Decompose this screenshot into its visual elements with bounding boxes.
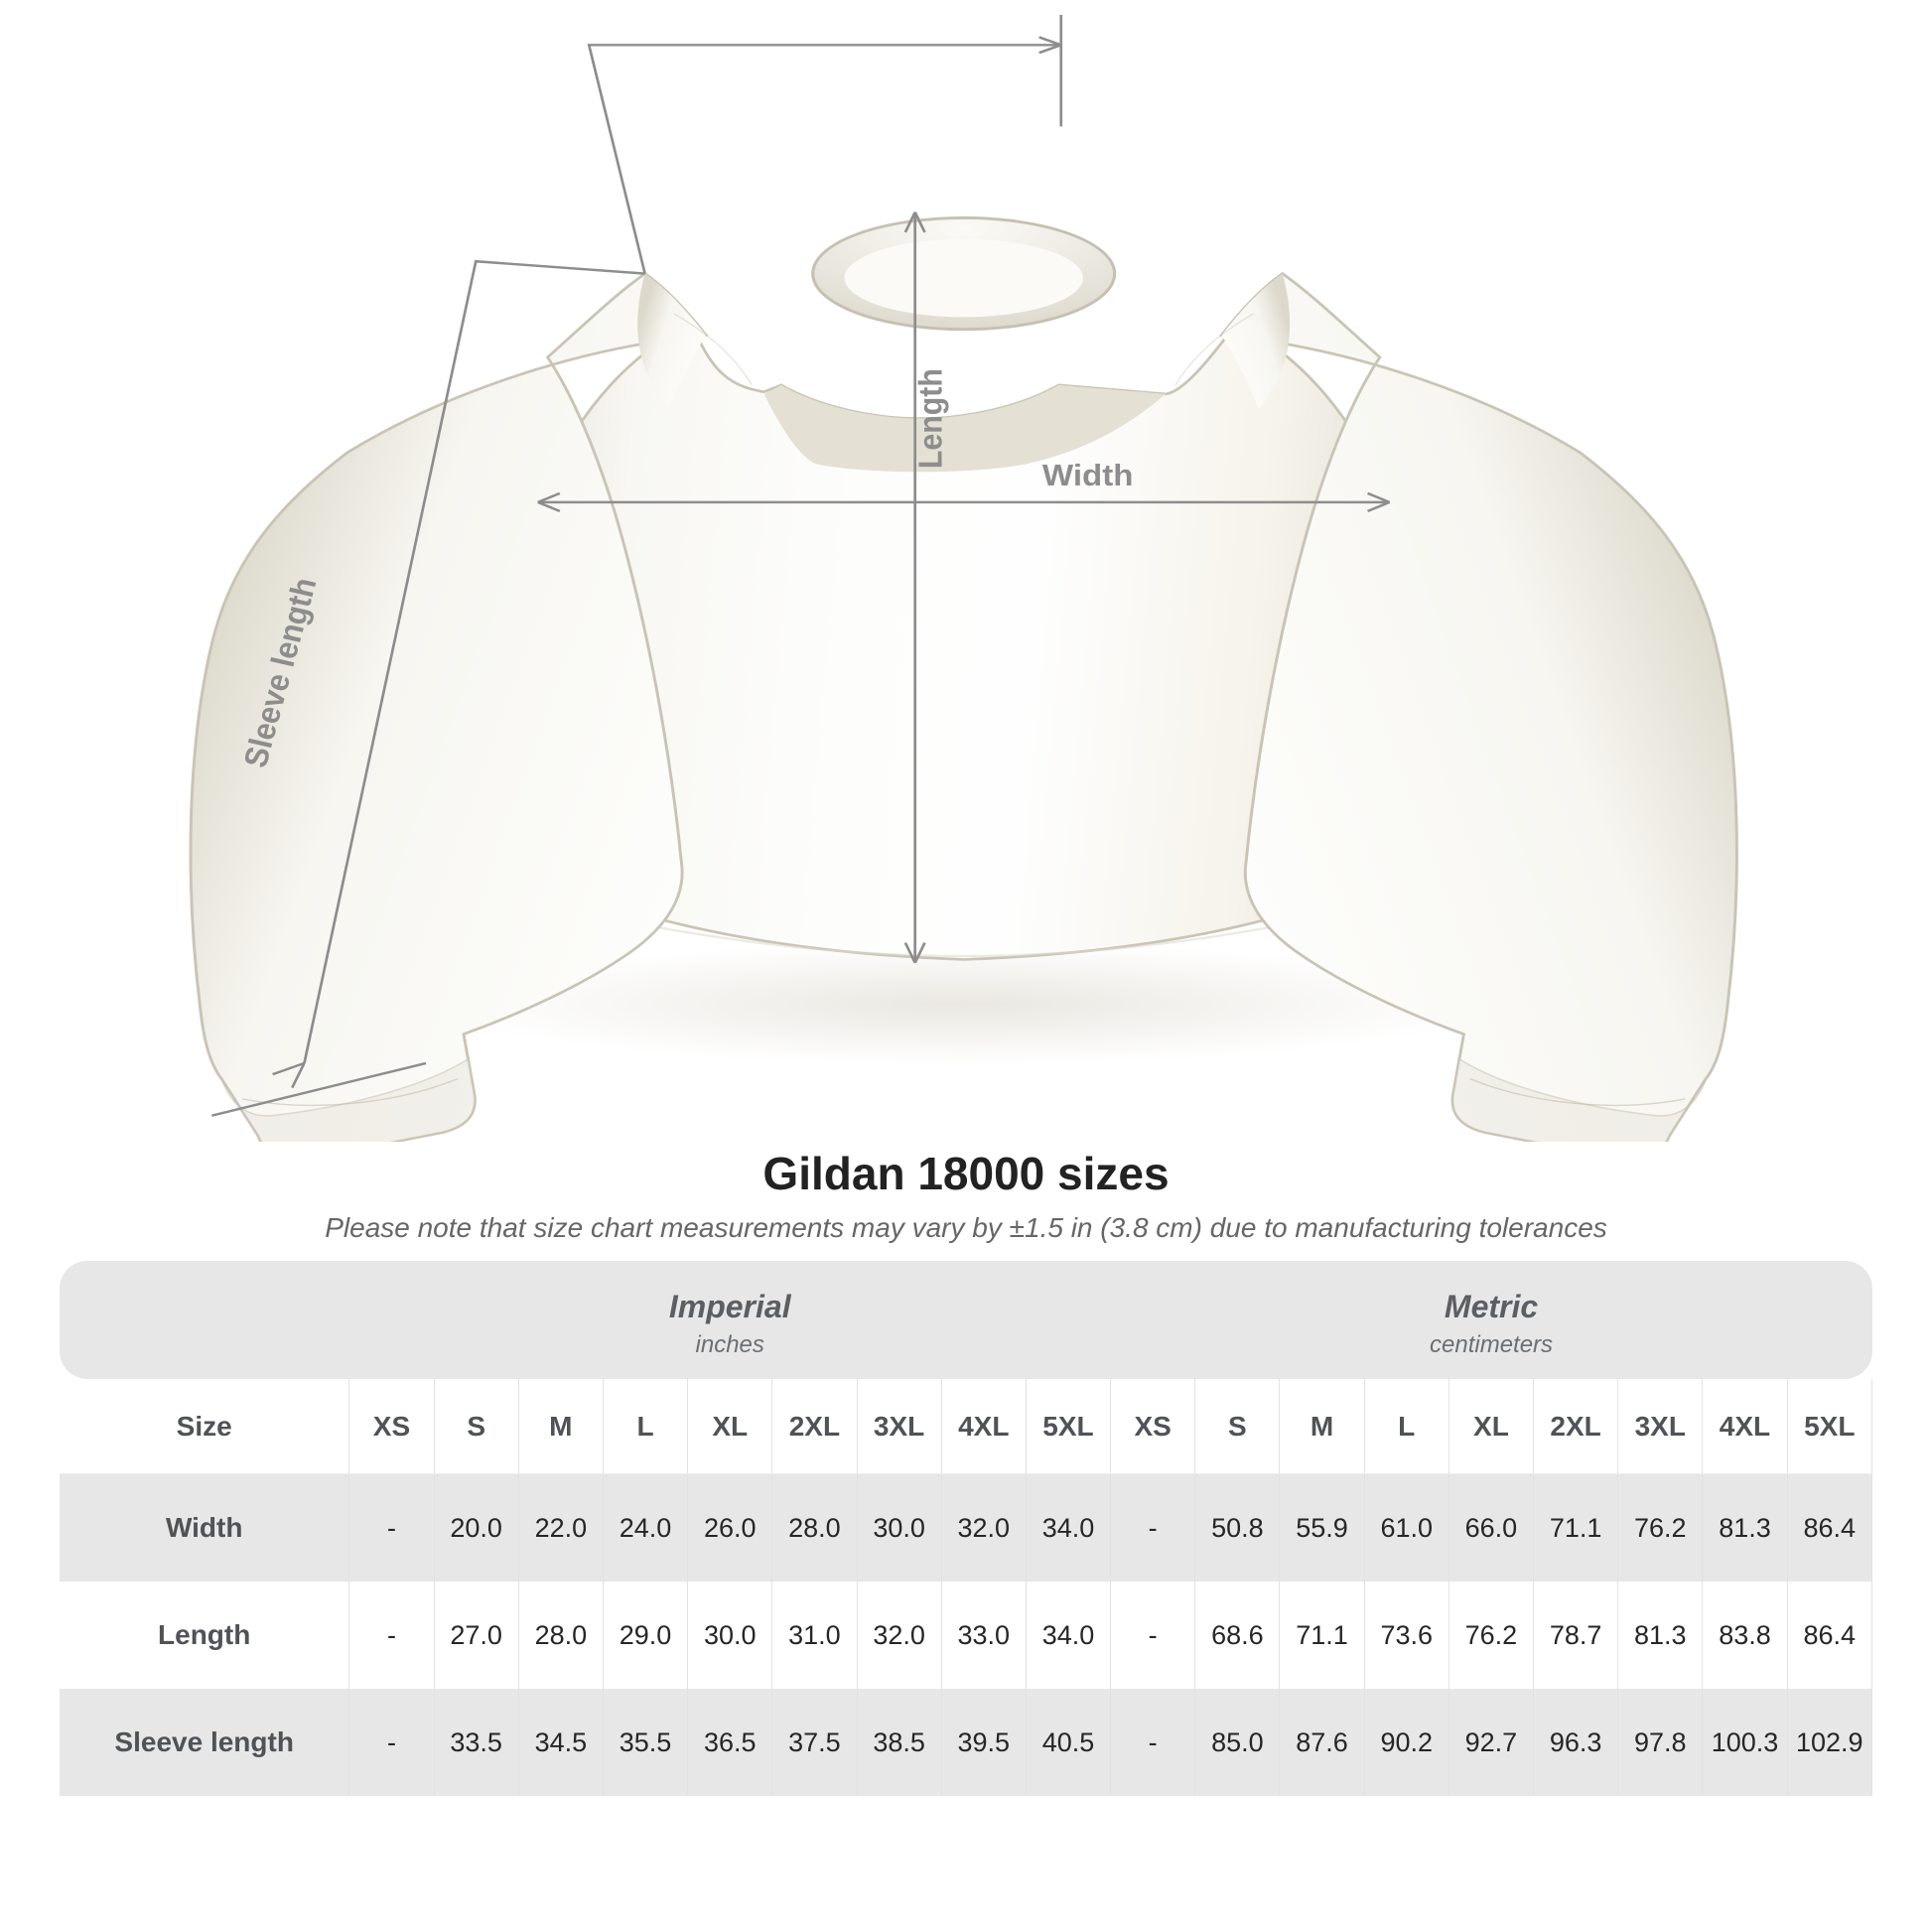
svg-text:Width: Width [1042,458,1134,491]
svg-text:Length: Length [911,368,949,469]
